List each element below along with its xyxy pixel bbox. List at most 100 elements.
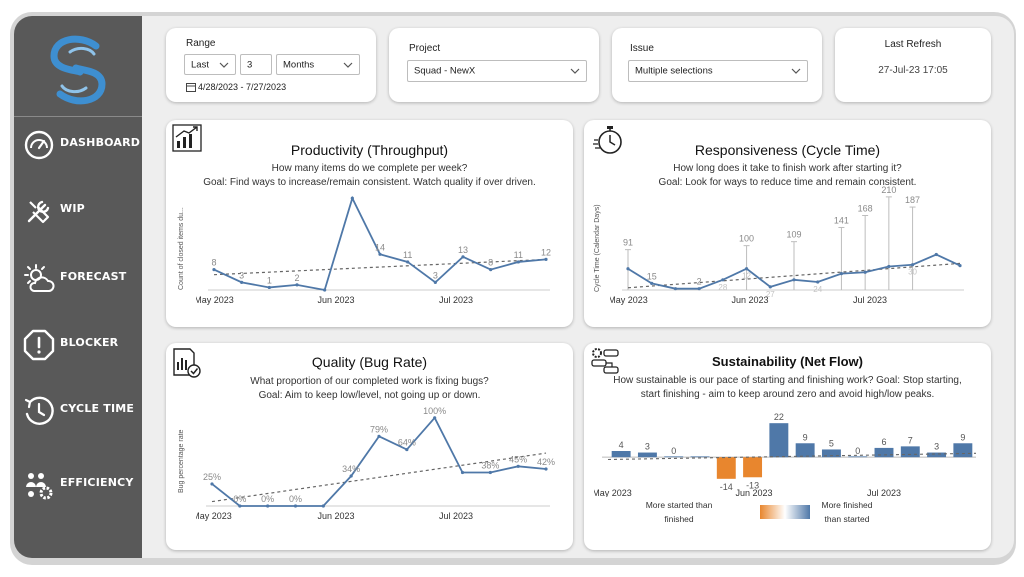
x-tick-label: May 2023: [594, 488, 632, 497]
data-point: [295, 283, 299, 287]
legend-finished-line1: More finished: [821, 500, 873, 510]
throughput-ylabel: Count of closed items du...: [178, 207, 185, 290]
bar-label: -13: [746, 480, 759, 490]
data-point: [744, 267, 749, 271]
data-label-lower: 30: [908, 268, 917, 277]
data-point: [210, 482, 214, 486]
bar-label: 22: [774, 412, 784, 422]
last-refresh-card: Last Refresh 27-Jul-23 17:05: [835, 28, 991, 102]
x-tick-label: May 2023: [610, 295, 648, 305]
data-point: [266, 504, 270, 508]
cycle-time-question: How long does it take to finish work aft…: [673, 163, 902, 174]
data-point: [321, 504, 325, 508]
range-period-value: Last: [191, 59, 209, 70]
data-point: [626, 267, 630, 271]
bar-label: 5: [829, 438, 834, 448]
nav-wip[interactable]: WIP: [20, 188, 140, 232]
legend-gradient: [760, 505, 810, 519]
project-value: Squad - NewX: [414, 65, 476, 77]
nav-efficiency[interactable]: EFFICIENCY: [20, 462, 140, 506]
data-point: [839, 271, 844, 276]
calendar-icon: [186, 83, 196, 92]
net-flow-card: Sustainability (Net Flow) How sustainabl…: [584, 343, 991, 550]
flow-bar: [848, 456, 868, 458]
data-point: [238, 504, 242, 508]
data-point: [488, 470, 492, 475]
x-tick-label: Jun 2023: [735, 488, 772, 497]
data-point: [349, 474, 353, 478]
chevron-down-icon: [219, 62, 229, 68]
x-tick-label: Jun 2023: [731, 295, 768, 305]
issue-select[interactable]: Multiple selections: [628, 60, 808, 82]
flow-bar: [874, 447, 894, 458]
project-select[interactable]: Squad - NewX: [407, 60, 587, 82]
throughput-title: Productivity (Throughput): [290, 142, 449, 158]
data-label-lower: 12: [742, 272, 751, 281]
throughput-question: How many items do we complete per week?: [271, 163, 468, 174]
bar-label: 6: [881, 437, 886, 447]
trend-line: [607, 452, 977, 461]
data-label: 38%: [481, 460, 499, 470]
chevron-down-icon: [343, 62, 353, 68]
range-filter-card: Range Last 3 Months 4/28/2023 - 7/27/202…: [166, 28, 376, 102]
last-refresh-label: Last Refresh: [884, 39, 942, 50]
quality-question: What proportion of our completed work is…: [250, 376, 489, 387]
data-point: [958, 264, 962, 268]
issue-value: Multiple selections: [635, 65, 713, 77]
x-tick-label: Jun 2023: [317, 295, 354, 305]
sidebar-divider: [14, 116, 142, 117]
data-point: [863, 270, 867, 274]
data-label: 15: [647, 271, 657, 281]
legend-started: More started than finished: [644, 498, 714, 526]
flow-bar: [637, 452, 657, 458]
flow-bar: [927, 452, 947, 458]
data-label: 13: [458, 245, 468, 255]
data-point: [240, 280, 244, 284]
data-label: 8: [211, 258, 216, 268]
range-unit-select[interactable]: Months: [276, 54, 360, 75]
trend-line: [213, 258, 547, 276]
weather-icon: [24, 264, 55, 292]
data-label: 34%: [342, 464, 360, 474]
nav-blocker[interactable]: BLOCKER: [20, 322, 140, 366]
data-label: 79%: [370, 424, 388, 434]
net-flow-question: How sustainable is our pace of starting …: [613, 375, 962, 386]
nav-forecast[interactable]: FORECAST: [20, 256, 140, 300]
stopwatch-icon: [593, 126, 622, 154]
net-flow-chart: 4 3 0 -14 -13 22 9 5 0 6 7 3 9 May 2023 Jun 2023 Jul 20…: [594, 412, 977, 497]
gauge-icon: [24, 130, 54, 160]
tools-icon: [27, 200, 50, 224]
nav-blocker-label: BLOCKER: [60, 336, 119, 349]
legend-finished: More finished than started: [812, 498, 882, 526]
flow-bar: [900, 446, 920, 458]
quality-chart: 25% 0% 0% 0% 34% 79% 64% 100% 38% 45% 42% May 2023 J…: [196, 406, 555, 521]
legend-finished-line2: than started: [824, 514, 870, 524]
data-label: 0%: [289, 494, 302, 504]
range-period-select[interactable]: Last: [184, 54, 236, 75]
data-point: [212, 268, 216, 272]
data-label: 64%: [398, 438, 416, 448]
chevron-down-icon: [570, 68, 580, 74]
quality-title: Quality (Bug Rate): [311, 354, 428, 370]
nav-dashboard-label: DASHBOARD: [60, 136, 141, 149]
data-point: [293, 504, 298, 508]
range-count-input[interactable]: 3: [240, 54, 272, 75]
data-label: 0%: [233, 494, 246, 504]
bar-label: -14: [720, 482, 733, 492]
range-unit-value: Months: [283, 59, 315, 70]
flow-bar: [821, 449, 841, 458]
x-tick-label: May 2023: [196, 295, 234, 305]
data-label: 168: [858, 203, 873, 213]
x-tick-label: Jul 2023: [867, 488, 901, 497]
data-point: [516, 464, 520, 468]
flow-bar: [953, 443, 973, 458]
chevron-down-icon: [791, 68, 801, 74]
flow-bar: [716, 457, 736, 479]
flow-bar: [690, 456, 710, 458]
data-point: [697, 287, 701, 291]
nav-cycle-time[interactable]: CYCLE TIME: [20, 388, 140, 432]
net-flow-title: Sustainability (Net Flow): [712, 354, 863, 369]
nav-dashboard[interactable]: DASHBOARD: [20, 122, 140, 166]
data-label: 12: [541, 247, 551, 257]
issue-filter-card: Issue Multiple selections: [612, 28, 822, 102]
